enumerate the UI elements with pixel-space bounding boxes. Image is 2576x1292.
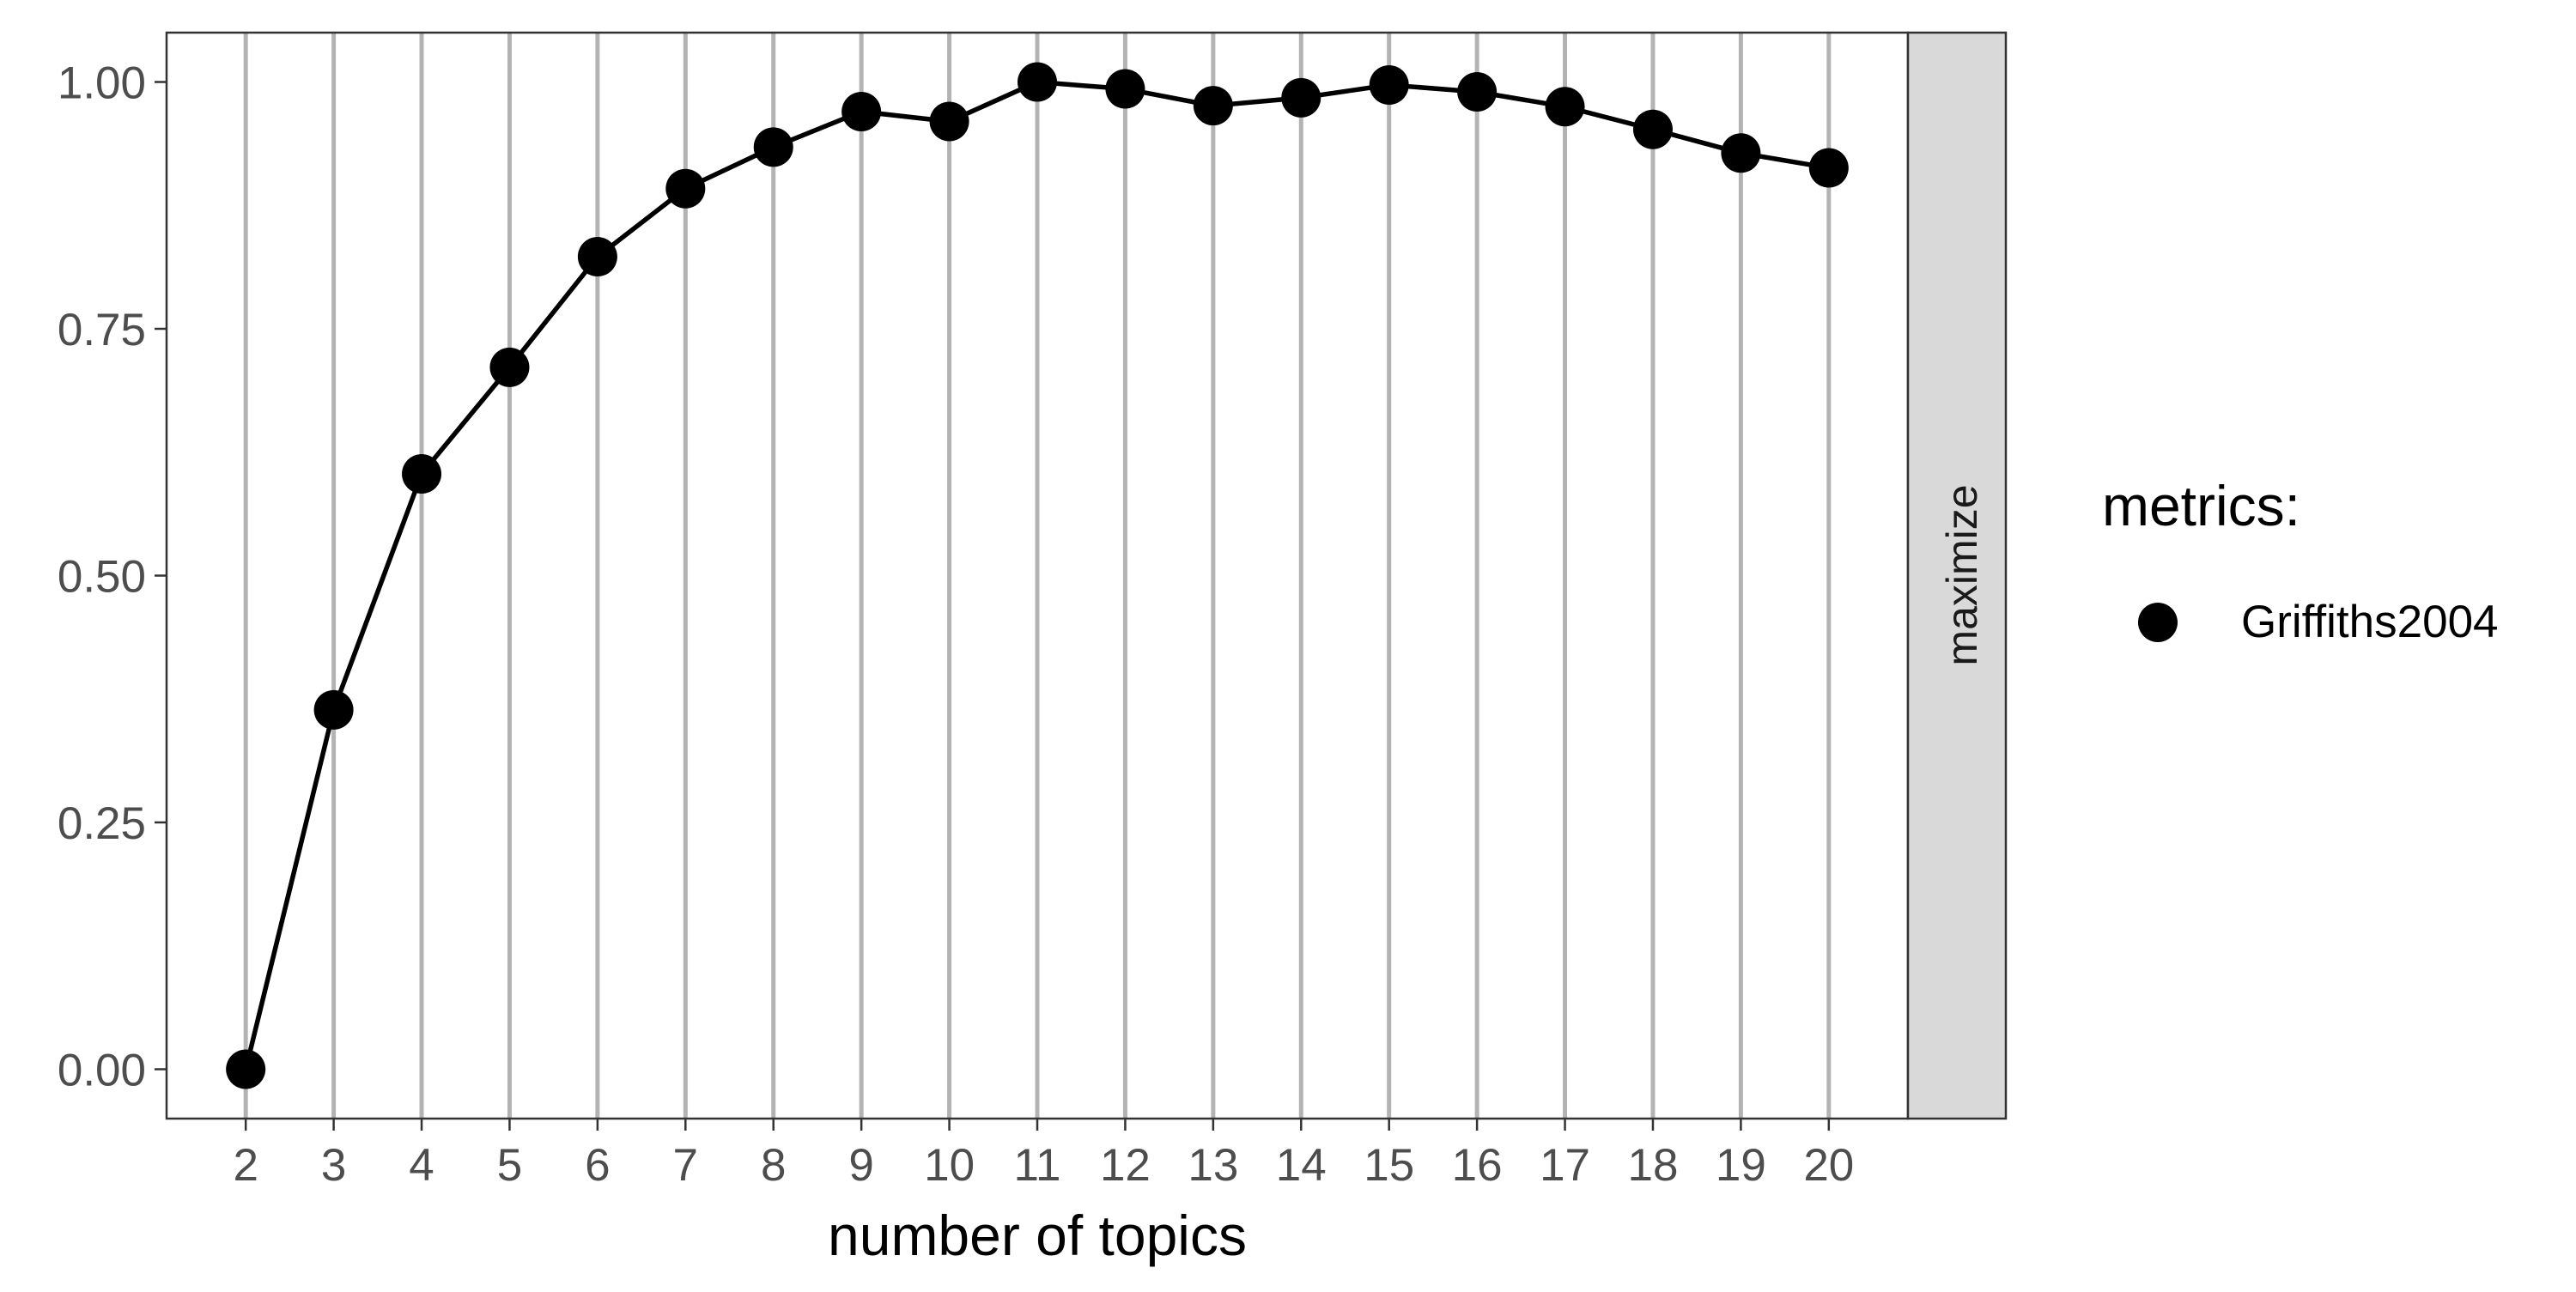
y-tick-label: 0.50	[58, 552, 146, 603]
y-tick-label: 0.00	[58, 1046, 146, 1096]
facet-strip	[1906, 31, 2008, 1120]
x-tick-label: 10	[924, 1140, 975, 1191]
x-axis-title: number of topics	[828, 1204, 1247, 1267]
data-point	[1632, 109, 1673, 149]
data-point	[1369, 64, 1409, 105]
y-tick-label: 1.00	[58, 58, 146, 109]
legend-entry-griffiths2004: Griffiths2004	[2241, 597, 2499, 647]
legend-marker	[2138, 603, 2178, 642]
x-tick-label: 14	[1276, 1140, 1327, 1191]
x-tick-label: 18	[1627, 1140, 1678, 1191]
data-point	[402, 454, 442, 494]
grid-layer	[243, 33, 1832, 1119]
x-tick-label: 7	[673, 1140, 698, 1191]
data-point	[489, 347, 530, 387]
y-tick-label: 0.75	[58, 305, 146, 355]
data-point	[665, 168, 706, 209]
data-point	[1193, 86, 1233, 126]
data-point	[1721, 133, 1761, 173]
x-tick-label: 13	[1188, 1140, 1238, 1191]
data-point	[1018, 62, 1057, 102]
x-tick-label: 6	[585, 1140, 610, 1191]
x-tick-label: 17	[1540, 1140, 1590, 1191]
x-tick-label: 2	[233, 1140, 258, 1191]
legend: metrics: Griffiths2004	[2102, 474, 2499, 647]
x-tick-label: 9	[848, 1140, 873, 1191]
x-tick-label: 16	[1452, 1140, 1503, 1191]
x-tick-label: 15	[1364, 1140, 1414, 1191]
x-tick-label: 8	[761, 1140, 786, 1191]
x-tick-label: 11	[1013, 1140, 1060, 1191]
data-point	[1457, 72, 1498, 112]
x-tick-label: 3	[321, 1140, 346, 1191]
data-point	[1545, 87, 1585, 127]
legend-title: metrics:	[2102, 474, 2300, 537]
data-point	[577, 237, 617, 277]
data-point	[841, 92, 882, 131]
data-point	[1281, 77, 1321, 118]
x-tick-label: 20	[1803, 1140, 1854, 1191]
data-point	[1808, 148, 1849, 188]
data-point	[313, 689, 354, 730]
data-point	[226, 1049, 266, 1089]
data-point	[929, 101, 969, 142]
x-tick-label: 19	[1716, 1140, 1766, 1191]
data-point	[753, 127, 793, 167]
x-tick-label: 5	[497, 1140, 522, 1191]
data-point	[1105, 69, 1145, 109]
y-tick-label: 0.25	[58, 798, 146, 849]
x-tick-label: 12	[1100, 1140, 1151, 1191]
x-tick-label: 4	[409, 1140, 434, 1191]
axis-layer: 2 3 4 5 6 7 8 9 10 11 12 13 14 15 16 17 18 19 20 0.00 0.25 0.…	[58, 58, 1854, 1192]
series-layer	[226, 62, 1849, 1089]
facet-strip-label: maximize	[1938, 484, 1986, 665]
